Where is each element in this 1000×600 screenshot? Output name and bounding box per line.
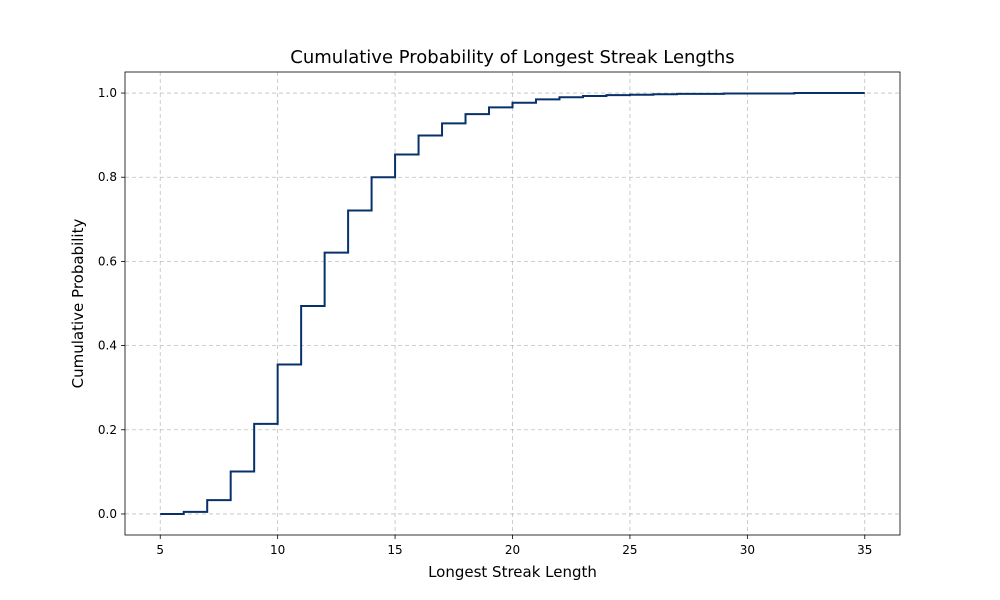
x-tick-label: 10: [270, 543, 285, 557]
y-tick-label: 0.4: [98, 339, 117, 353]
cdf-step-line: [160, 92, 865, 515]
x-axis: 5 10 15 20 25 30 35: [156, 535, 872, 557]
y-axis-label: Cumulative Probability: [69, 219, 87, 389]
x-tick-label: 5: [156, 543, 164, 557]
grid: [125, 72, 900, 535]
x-tick-label: 25: [622, 543, 637, 557]
y-tick-label: 0.6: [98, 254, 117, 268]
series-layer: [160, 92, 865, 515]
x-tick-label: 20: [505, 543, 520, 557]
y-tick-label: 0.8: [98, 170, 117, 184]
y-tick-label: 1.0: [98, 86, 117, 100]
x-tick-label: 35: [857, 543, 872, 557]
y-axis: 0.0 0.2 0.4 0.6 0.8 1.0: [98, 86, 125, 521]
x-tick-label: 15: [387, 543, 402, 557]
chart-title: Cumulative Probability of Longest Streak…: [290, 47, 734, 68]
x-axis-label: Longest Streak Length: [428, 563, 597, 581]
x-tick-label: 30: [740, 543, 755, 557]
y-tick-label: 0.0: [98, 507, 117, 521]
y-tick-label: 0.2: [98, 423, 117, 437]
